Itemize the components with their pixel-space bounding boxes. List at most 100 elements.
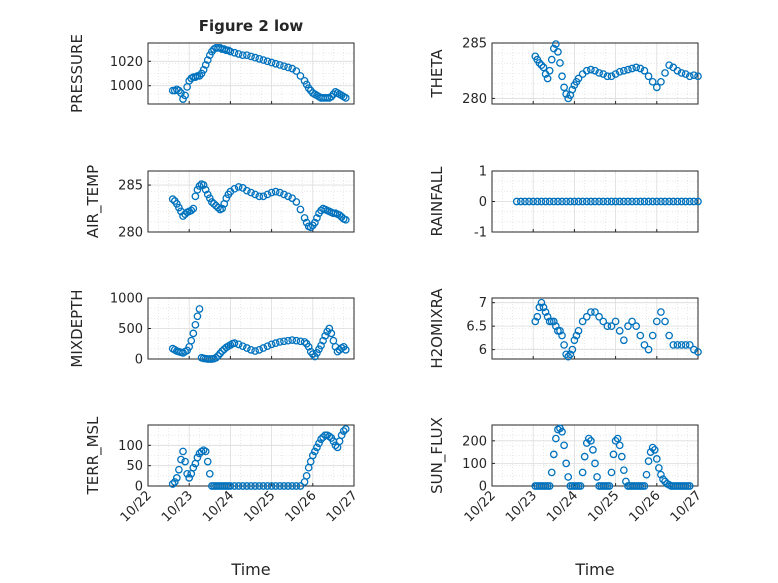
data-point [572,331,581,340]
subplot-theta: 280 285 THETA [428,37,702,107]
subplot-air_temp: 280 285 AIR_TEMP [84,165,355,241]
subplot-pressure: 1000 1020 PRESSURE [68,34,355,113]
data-point [632,197,641,206]
data-point [341,215,350,224]
data-point [313,214,321,222]
data-point [243,482,251,490]
data-point [288,194,297,203]
data-point [203,190,212,199]
data-point [549,197,558,206]
data-point [661,69,669,77]
data-point [591,66,599,75]
data-point [615,441,624,450]
data-point [251,482,259,490]
data-point [214,203,222,212]
data-point [243,186,251,195]
data-point [552,434,560,443]
data-point [181,91,189,100]
data-point [568,345,577,354]
data-point [640,482,649,490]
data-point [599,70,608,78]
data-point [644,197,653,206]
data-point [677,197,686,206]
data-point [183,469,191,478]
data-point [611,70,620,78]
data-point [315,439,323,448]
data-point [325,432,334,441]
data-point [587,308,595,316]
data-point [611,197,620,206]
data-point [539,303,548,312]
data-point [306,223,315,232]
data-point [230,482,239,490]
data-point [607,322,616,331]
data-point [648,443,657,452]
y-tick-label: 1020 [110,55,143,70]
data-point [570,197,579,206]
data-point [619,66,628,75]
data-point [210,199,218,208]
data-point [694,197,702,206]
data-point [230,184,239,193]
data-point [582,312,591,321]
data-point [642,470,651,479]
data-point [189,204,198,213]
data-point [545,197,554,206]
data-point [558,331,566,340]
data-point [657,470,665,479]
y-axis-label: MIXDEPTH [68,289,86,367]
data-point [302,471,311,480]
y-tick-label: 280 [118,226,143,241]
data-point [230,339,239,347]
data-point [218,204,227,213]
data-point [619,197,628,206]
data-point [296,205,305,214]
data-point [652,83,661,92]
data-point [591,308,599,316]
data-point [619,336,628,345]
y-tick-label: 0 [135,353,143,368]
axes-box [147,42,355,105]
data-point [589,446,597,454]
data-point [288,64,297,73]
data-point [558,427,566,436]
y-tick-label: 200 [462,434,487,449]
y-axis-label: SUN_FLUX [428,417,447,494]
data-point [535,303,544,312]
data-point [636,331,645,340]
data-point [648,77,657,86]
data-point [657,197,665,206]
y-tick-label: 1000 [110,292,143,307]
data-point [636,64,645,73]
y-tick-label: 100 [462,457,487,472]
data-point [319,336,327,345]
data-point [251,347,259,355]
data-point [640,197,649,206]
y-tick-label: 6.5 [466,320,487,335]
data-point [284,336,292,345]
data-point [247,188,255,197]
data-point [187,206,196,215]
data-point [339,427,348,435]
x-tick-label: 10/24 [200,488,237,525]
data-point [615,197,624,206]
data-point [677,69,686,77]
x-tick-label: 10/25 [241,488,278,525]
data-point [537,298,546,307]
data-point [179,212,187,220]
data-point [512,197,521,206]
data-point [595,312,603,321]
data-point [545,66,554,75]
data-point [226,482,235,490]
data-point [234,482,243,490]
data-point [549,450,558,459]
data-point [611,317,620,326]
data-point [263,342,272,351]
data-point [255,192,264,201]
y-tick-label: 500 [118,322,143,337]
data-point [669,197,678,206]
data-point [525,197,533,206]
